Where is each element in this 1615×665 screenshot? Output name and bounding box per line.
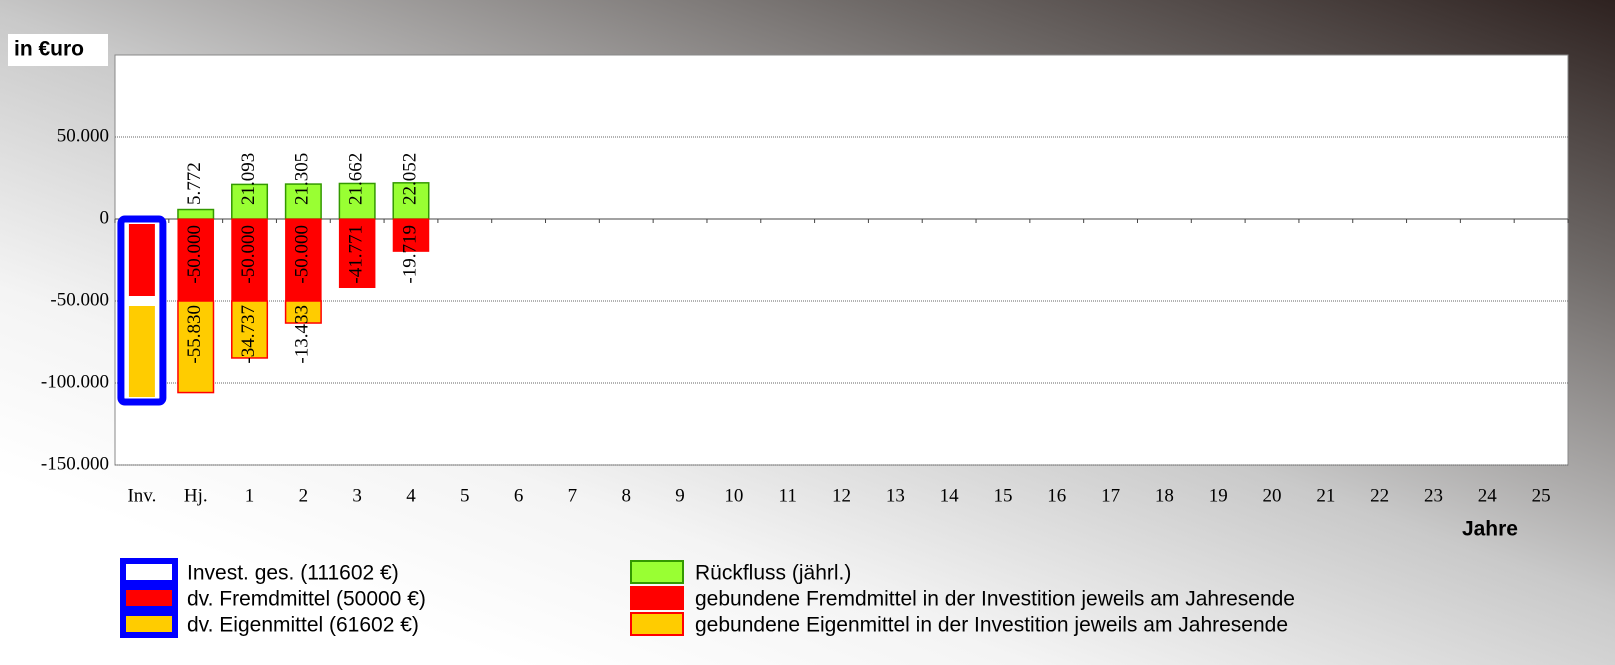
bar-fremd [177,218,214,302]
y-tick-label: -150.000 [41,453,109,474]
value-label: -41.771 [346,225,367,284]
legend-swatch [120,584,178,612]
x-tick-label: 20 [1263,485,1282,506]
x-tick-label: 21 [1316,485,1335,506]
x-tick-label: 8 [621,485,631,506]
legend-label: Invest. ges. (111602 €) [187,562,399,585]
x-tick-label: 19 [1209,485,1228,506]
bar-eigen [177,300,215,394]
x-tick-label: 5 [460,485,470,506]
value-label: 21.093 [238,153,259,205]
value-label: -50.000 [292,225,313,284]
x-tick-label: 7 [568,485,578,506]
y-axis-label: in €uro [14,38,84,61]
bar-rueckfluss [177,208,215,220]
y-label-box [8,34,108,66]
x-tick-label: 23 [1424,485,1443,506]
x-tick-label: 4 [406,485,416,506]
value-label: 21.305 [292,153,313,205]
y-tick-label: -100.000 [41,371,109,392]
value-label: -19.719 [399,225,420,284]
value-label: 21.662 [346,153,367,205]
bar-rueckfluss [284,183,322,220]
value-label: 22.052 [399,153,420,205]
value-label: 5.772 [184,162,205,205]
x-tick-label: 13 [886,485,905,506]
legend-label: gebundene Fremdmittel in der Investition… [695,588,1295,611]
x-tick-label: 10 [724,485,743,506]
x-tick-label: 17 [1101,485,1120,506]
y-tick-label: -50.000 [50,289,109,310]
legend-swatch [120,558,178,586]
legend-swatch [630,586,684,610]
legend-swatch [630,560,684,584]
value-label: -34.737 [238,305,259,364]
x-tick-label: 6 [514,485,524,506]
x-tick-label: 14 [940,485,960,506]
x-tick-label: 2 [299,485,309,506]
x-tick-label: 12 [832,485,851,506]
x-tick-label: 9 [675,485,685,506]
legend-swatch [630,612,684,636]
value-label: -50.000 [238,225,259,284]
legend-label: gebundene Eigenmittel in der Investition… [695,614,1288,637]
x-tick-label: 15 [993,485,1012,506]
value-label: -13.433 [292,305,313,364]
x-tick-label: Hj. [184,485,208,506]
plot-area [114,54,1569,466]
x-tick-label: 18 [1155,485,1174,506]
x-tick-label: 24 [1478,485,1498,506]
value-label: -50.000 [184,225,205,284]
x-tick-label: 22 [1370,485,1389,506]
bar-eigen [284,300,322,324]
x-tick-label: 1 [245,485,255,506]
x-tick-label: Inv. [127,485,156,506]
x-tick-label: 3 [352,485,362,506]
legend-label: Rückfluss (jährl.) [695,562,851,585]
legend-label: dv. Eigenmittel (61602 €) [187,614,419,637]
x-axis-label: Jahre [1462,518,1518,541]
bar-fremd [338,218,376,289]
bar-invest-eigen [128,306,155,398]
y-tick-label: 50.000 [57,125,109,146]
y-tick-label: 0 [100,207,110,228]
bar-fremd [392,218,430,252]
x-tick-label: 11 [779,485,797,506]
bar-rueckfluss [338,182,376,220]
bar-invest-fremd [128,224,155,296]
legend-swatch [120,610,178,638]
legend-label: dv. Fremdmittel (50000 €) [187,588,426,611]
x-tick-label: 16 [1047,485,1066,506]
x-tick-label: 25 [1532,485,1551,506]
bar-rueckfluss [231,183,269,220]
bar-eigen [231,300,269,359]
bar-fremd [231,218,268,302]
value-label: -55.830 [184,305,205,364]
bar-fremd [285,218,322,302]
